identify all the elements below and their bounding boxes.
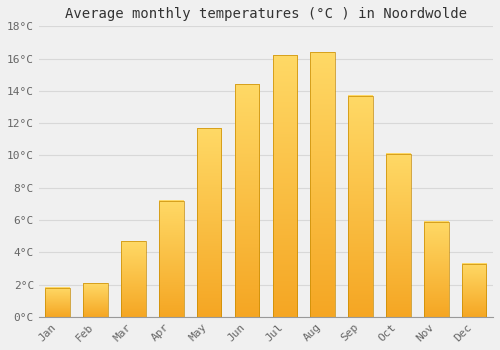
Bar xyxy=(310,52,335,317)
Bar xyxy=(197,128,222,317)
Bar xyxy=(84,283,108,317)
Bar xyxy=(386,154,410,317)
Title: Average monthly temperatures (°C ) in Noordwolde: Average monthly temperatures (°C ) in No… xyxy=(65,7,467,21)
Bar xyxy=(121,241,146,317)
Bar xyxy=(272,55,297,317)
Bar xyxy=(424,222,448,317)
Bar xyxy=(348,96,373,317)
Bar xyxy=(159,201,184,317)
Bar xyxy=(234,84,260,317)
Bar xyxy=(462,264,486,317)
Bar xyxy=(46,288,70,317)
